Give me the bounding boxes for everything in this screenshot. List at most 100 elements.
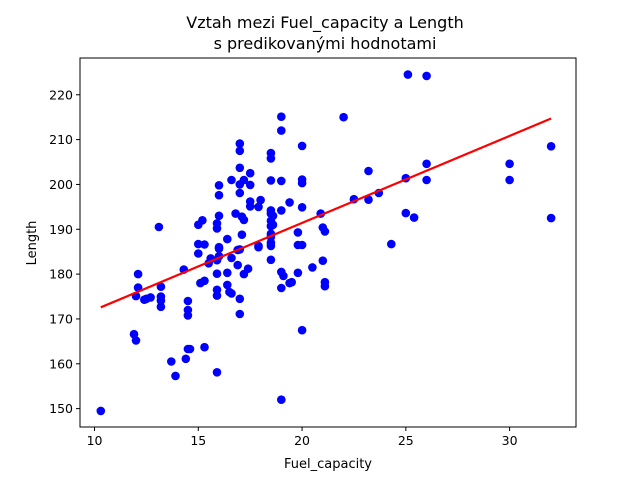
- data-point: [214, 181, 224, 190]
- chart-subtitle: s predikovanými hodnotami: [214, 34, 437, 53]
- data-point: [235, 139, 245, 148]
- data-point: [235, 294, 245, 304]
- data-point: [239, 175, 249, 185]
- data-point: [212, 269, 222, 279]
- x-axis-ticks: 10 15 20 25 30: [87, 427, 518, 448]
- data-point: [266, 154, 276, 163]
- data-point: [214, 211, 224, 221]
- data-point: [233, 260, 242, 270]
- data-point: [245, 180, 255, 190]
- data-point: [223, 268, 232, 278]
- data-point: [227, 253, 236, 263]
- data-point: [505, 159, 514, 169]
- y-axis-label: Length: [25, 221, 40, 266]
- data-point: [200, 240, 209, 249]
- x-tick-label: 15: [190, 433, 206, 448]
- data-point: [308, 263, 317, 272]
- data-point: [227, 175, 236, 185]
- data-point: [156, 296, 166, 305]
- data-point: [200, 342, 209, 352]
- y-tick-label: 160: [49, 356, 73, 371]
- data-point: [287, 277, 297, 287]
- y-tick-label: 150: [49, 401, 73, 416]
- chart-title: Vztah mezi Fuel_capacity a Length: [186, 13, 463, 33]
- x-tick-label: 10: [87, 433, 103, 448]
- data-point: [212, 224, 222, 233]
- y-axis-ticks: 150 160 170 180 190 200 210 220: [49, 87, 80, 416]
- data-point: [239, 215, 249, 225]
- data-point: [364, 166, 373, 176]
- data-point: [235, 309, 245, 319]
- data-point: [214, 242, 224, 252]
- data-point: [268, 220, 278, 230]
- data-point: [387, 239, 396, 249]
- x-tick-label: 30: [502, 433, 518, 448]
- data-point: [266, 176, 276, 185]
- data-point: [297, 240, 307, 250]
- data-point: [212, 291, 222, 300]
- data-point: [297, 203, 307, 212]
- data-point: [277, 206, 286, 215]
- data-point: [277, 126, 286, 135]
- data-point: [320, 227, 330, 236]
- data-point: [227, 289, 236, 298]
- data-point: [422, 71, 431, 81]
- data-point: [339, 112, 348, 122]
- data-point: [297, 141, 307, 151]
- data-point: [297, 178, 307, 188]
- data-point: [401, 208, 411, 218]
- data-point: [505, 175, 514, 185]
- y-tick-label: 210: [49, 132, 73, 147]
- data-point: [254, 202, 263, 212]
- data-point: [194, 239, 203, 249]
- data-point: [235, 163, 245, 173]
- data-point: [245, 202, 255, 211]
- y-tick-label: 200: [49, 177, 73, 192]
- data-point: [546, 213, 556, 223]
- data-point: [237, 230, 247, 239]
- points-layer: [96, 70, 556, 416]
- data-point: [403, 70, 413, 79]
- data-point: [200, 276, 209, 286]
- data-point: [364, 195, 373, 204]
- data-point: [277, 283, 286, 293]
- data-point: [256, 195, 265, 205]
- data-point: [422, 159, 431, 169]
- x-tick-label: 20: [294, 433, 310, 448]
- data-point: [171, 371, 180, 381]
- data-point: [131, 336, 141, 345]
- data-point: [268, 211, 278, 221]
- y-tick-label: 170: [49, 311, 73, 326]
- plot-frame: [79, 57, 577, 428]
- data-point: [293, 228, 303, 237]
- data-point: [546, 142, 556, 151]
- data-point: [198, 216, 207, 225]
- data-point: [293, 268, 303, 278]
- data-point: [320, 281, 330, 291]
- y-tick-label: 190: [49, 222, 73, 237]
- data-point: [297, 325, 307, 335]
- data-point: [183, 296, 193, 306]
- x-axis-label: Fuel_capacity: [284, 457, 372, 472]
- data-point: [214, 190, 224, 200]
- data-point: [146, 293, 155, 302]
- data-point: [154, 222, 164, 232]
- y-tick-label: 180: [49, 267, 73, 282]
- data-point: [167, 357, 176, 366]
- data-point: [254, 242, 263, 252]
- data-point: [266, 238, 276, 247]
- data-point: [156, 302, 166, 312]
- data-point: [133, 269, 143, 279]
- data-point: [212, 368, 222, 377]
- data-point: [245, 168, 255, 178]
- data-point: [185, 344, 195, 354]
- data-point: [318, 256, 328, 266]
- x-tick-label: 25: [398, 433, 414, 448]
- data-point: [223, 234, 232, 244]
- data-point: [266, 255, 276, 265]
- data-point: [181, 354, 191, 364]
- data-point: [183, 311, 193, 320]
- data-point: [96, 406, 106, 416]
- data-point: [243, 264, 253, 274]
